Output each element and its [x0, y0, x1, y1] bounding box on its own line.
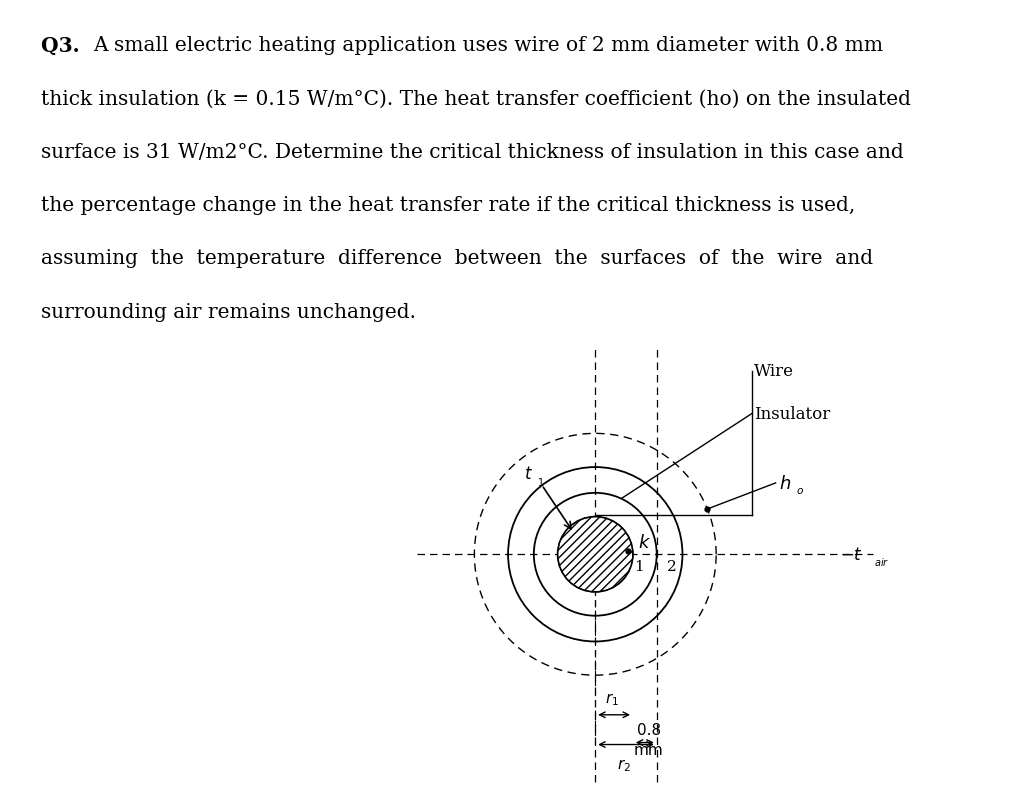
- Text: 2: 2: [667, 560, 676, 573]
- Text: 1: 1: [634, 560, 643, 573]
- Text: mm: mm: [634, 743, 664, 757]
- Text: Q3.: Q3.: [41, 36, 87, 56]
- Text: thick insulation (k = 0.15 W/m°C). The heat transfer coefficient (ho) on the ins: thick insulation (k = 0.15 W/m°C). The h…: [41, 90, 910, 108]
- Text: $_1$: $_1$: [537, 474, 544, 488]
- Text: Wire: Wire: [754, 363, 794, 380]
- Text: $t$: $t$: [524, 464, 533, 483]
- Text: assuming  the  temperature  difference  between  the  surfaces  of  the  wire  a: assuming the temperature difference betw…: [41, 249, 873, 268]
- Text: $_{air}$: $_{air}$: [874, 554, 889, 569]
- Text: $r_1$: $r_1$: [606, 691, 619, 707]
- Text: $-t$: $-t$: [840, 545, 863, 564]
- Text: the percentage change in the heat transfer rate if the critical thickness is use: the percentage change in the heat transf…: [41, 196, 855, 215]
- Text: Insulator: Insulator: [754, 406, 830, 423]
- Text: $_o$: $_o$: [797, 482, 805, 496]
- Text: surface is 31 W/m2°C. Determine the critical thickness of insulation in this cas: surface is 31 W/m2°C. Determine the crit…: [41, 143, 903, 162]
- Text: surrounding air remains unchanged.: surrounding air remains unchanged.: [41, 302, 416, 322]
- Text: 0.8: 0.8: [636, 722, 661, 737]
- Text: $r_2$: $r_2$: [617, 756, 631, 773]
- Circle shape: [558, 517, 633, 592]
- Text: $k$: $k$: [638, 533, 652, 552]
- Text: $h$: $h$: [779, 474, 791, 492]
- Text: A small electric heating application uses wire of 2 mm diameter with 0.8 mm: A small electric heating application use…: [93, 36, 883, 55]
